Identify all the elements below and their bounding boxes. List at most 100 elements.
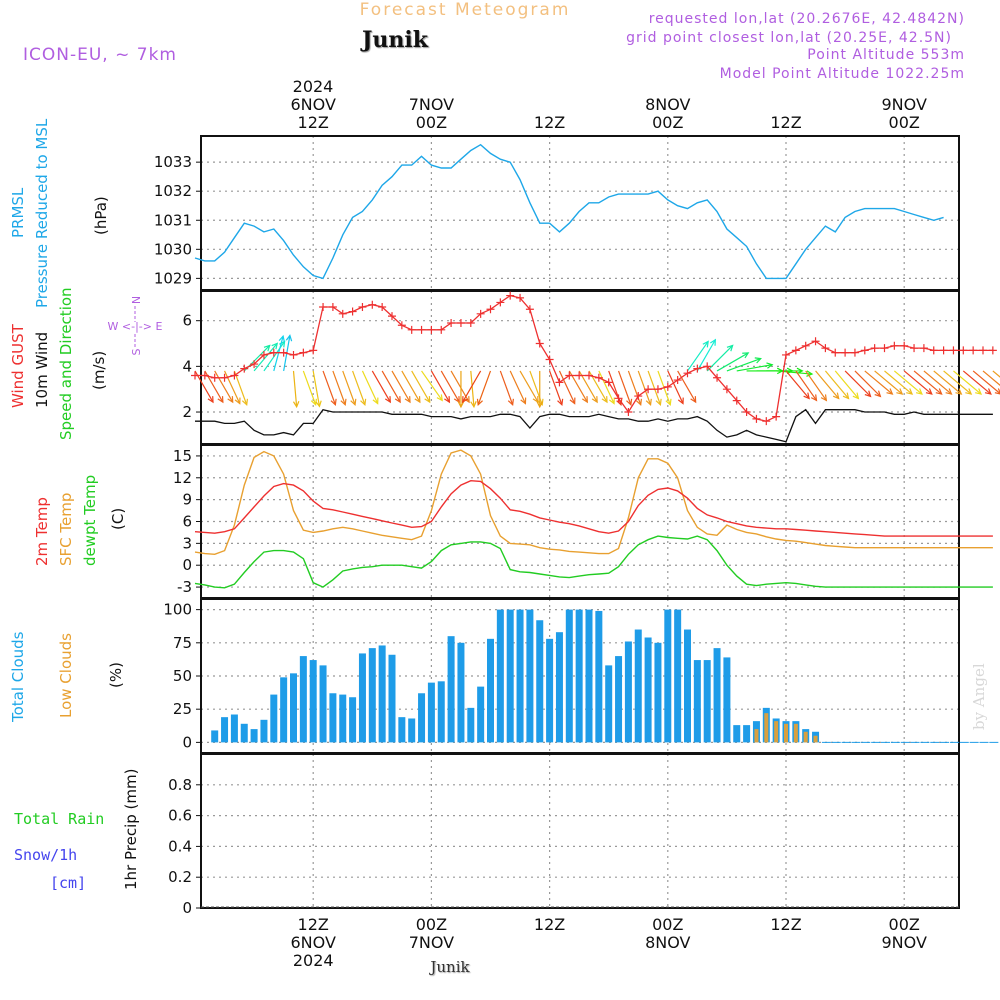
wind-direction-arrow [617, 370, 632, 405]
gust-marker [496, 298, 505, 307]
temp-unit: (C) [109, 508, 127, 530]
wind-arrow-head [532, 396, 539, 404]
wind-direction-arrow [637, 370, 652, 405]
wind-arrow-head [234, 397, 241, 405]
wind-arrow-head [360, 398, 367, 406]
wind-arrow-head [820, 394, 828, 402]
wind-arrow-head [285, 334, 293, 342]
wind-direction-arrow [411, 370, 431, 403]
wind-direction-arrow [598, 370, 615, 404]
wind-direction-arrow [401, 370, 421, 403]
snow-unit-label: [cm] [50, 874, 86, 892]
gust-marker [614, 394, 623, 403]
wind-arrow-head [925, 388, 933, 395]
wind-direction-arrow [273, 335, 284, 372]
wind-arrow-head [444, 396, 451, 404]
wind-direction-arrow [381, 370, 401, 403]
grid-point-coords: grid point closest lon,lat (20.25E, 42.5… [626, 30, 952, 46]
low-cloud-bar [754, 729, 759, 743]
gust-marker [880, 344, 889, 353]
gust-marker [486, 305, 495, 314]
bottom-day-label: 7NOV [409, 933, 454, 952]
total-cloud-bar [546, 638, 554, 743]
total-cloud-bar [595, 610, 603, 743]
top-year-label: 2024 [293, 77, 334, 96]
total-cloud-bar [408, 718, 416, 743]
gust-marker [338, 309, 347, 318]
wind-direction-arrow [312, 370, 321, 407]
pressure-label-2: Pressure Reduced to MSL [33, 118, 51, 308]
bottom-hour-label: 00Z [416, 915, 447, 934]
gust-marker [397, 321, 406, 330]
low-cloud-bar [784, 723, 788, 743]
model-altitude: Model Point Altitude 1022.25m [720, 66, 965, 82]
panels: 1029 1030 1031 1032 1033 2 4 6 -3 0 3 6 9 12 15 0 25 50 75… [154, 135, 1000, 917]
gust-marker [585, 371, 593, 380]
y-tick-label: 1033 [154, 153, 192, 171]
wind-arrow-head [271, 342, 279, 350]
total-cloud-bar [506, 609, 514, 743]
wind-direction-arrow [462, 370, 482, 403]
wind-arrow-head [404, 396, 411, 404]
pressure-unit: (hPa) [92, 196, 110, 235]
wind-direction-arrow [549, 370, 563, 405]
gust-marker [279, 348, 288, 357]
wind-arrow-head [864, 390, 872, 398]
y-tick-label: 50 [173, 667, 192, 685]
low-cloud-bar [813, 735, 818, 743]
bottom-hour-label: 00Z [652, 915, 683, 934]
top-day-label: 6NOV [290, 95, 335, 114]
wind-direction-arrow [874, 370, 903, 395]
wind-direction-arrow [647, 370, 661, 405]
wind-arrow-head [754, 357, 762, 364]
total-cloud-bar [585, 609, 593, 743]
y-tick-label: 0.6 [168, 807, 192, 825]
compass-we: W <-|-> E [108, 320, 163, 333]
wind-direction-arrow [430, 370, 450, 403]
gust-marker [604, 378, 613, 387]
gust-marker [368, 300, 377, 309]
wind-direction-arrow [253, 342, 278, 372]
compass-north: N [130, 296, 143, 304]
wind-direction-arrow [302, 370, 317, 405]
total-cloud-bar [290, 673, 297, 743]
top-day-label: 7NOV [409, 95, 454, 114]
total-cloud-bar [398, 717, 406, 743]
gust-marker [988, 346, 997, 355]
wind-direction-arrow [224, 370, 241, 404]
footer-location: Junik [428, 958, 470, 976]
wind-arrow-head [453, 396, 460, 404]
low-cloud-bar [793, 723, 798, 743]
y-tick-label: 0.4 [168, 837, 192, 855]
wind-arrow-head [520, 397, 527, 405]
wind-direction-arrow [558, 370, 576, 404]
gust-marker [259, 350, 268, 359]
total-cloud-bar [368, 648, 376, 743]
wind-direction-arrow [509, 370, 526, 404]
wind-arrow-head [935, 388, 943, 395]
wind-direction-arrow [854, 370, 881, 397]
total-cloud-bar [674, 609, 682, 743]
wind-direction-arrow [332, 370, 346, 405]
point-altitude: Point Altitude 553m [807, 47, 965, 63]
total-cloud-bar [437, 681, 445, 743]
gust-marker [516, 293, 525, 302]
wind-arrow-head [994, 388, 1000, 395]
gust-marker [860, 346, 869, 355]
wind-arrow-head [690, 396, 697, 404]
chart-title: Forecast Meteogram [360, 0, 571, 20]
wind-arrow-head [591, 396, 598, 404]
y-tick-label: 6 [182, 312, 192, 330]
wind-arrow-head [955, 388, 963, 395]
total-cloud-bar [280, 677, 288, 743]
y-tick-label: 3 [182, 534, 192, 552]
wind-arrow-head [601, 396, 608, 404]
gust-marker [969, 346, 978, 355]
top-hour-label: 12Z [534, 113, 565, 132]
wind-direction-arrow [903, 370, 933, 395]
wind-arrow-head [581, 396, 588, 404]
gust-marker [506, 291, 515, 300]
wind-direction-arrow [933, 370, 962, 395]
y-tick-label: 0 [182, 556, 192, 574]
